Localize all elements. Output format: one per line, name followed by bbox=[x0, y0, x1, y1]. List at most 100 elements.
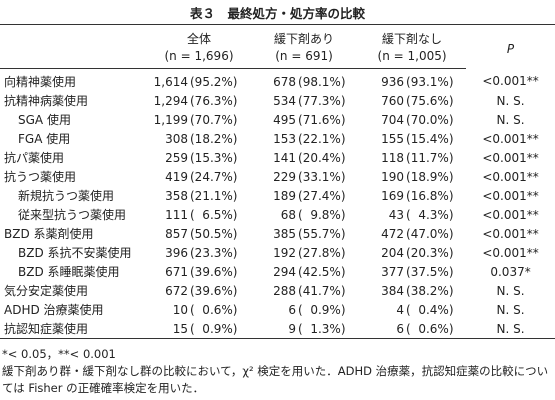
table: 全体 緩下剤あり 緩下剤なし P (n = 1,696) (n = 691) (… bbox=[0, 24, 555, 339]
table-cell: N. S. bbox=[496, 321, 525, 336]
table-cell: ( 0.6%) bbox=[406, 321, 454, 336]
table-cell: (27.8%) bbox=[298, 245, 346, 260]
table-cell: 936 bbox=[381, 74, 405, 89]
table-row: 従来型抗うつ薬使用 111( 6.5%) 68( 9.8%) 43( 4.3%) <0.… bbox=[0, 205, 555, 224]
table-cell: <0.001** bbox=[482, 169, 539, 184]
table-cell: ( 0.9%) bbox=[190, 321, 238, 336]
table-cell: 1,199 bbox=[153, 112, 188, 127]
row-label: 抗認知症薬使用 bbox=[4, 322, 89, 336]
table-cell: 671 bbox=[165, 264, 188, 279]
table-cell: 288 bbox=[273, 283, 297, 298]
table-cell: (70.7%) bbox=[190, 112, 238, 127]
table-row: 抗精神病薬使用 1,294 (76.3%) 534 (77.3%) 760 (75.6%) N… bbox=[0, 91, 555, 110]
table-cell: (18.2%) bbox=[190, 131, 238, 146]
table-cell: (18.9%) bbox=[406, 169, 454, 184]
table-cell: 419 bbox=[165, 169, 188, 184]
table-row: ADHD 治療薬使用 10( 0.6%) 6( 0.9%) 4( 0.4%) N. S. bbox=[0, 300, 555, 319]
table-cell: 10 bbox=[172, 302, 188, 317]
header-cell: 全体 bbox=[187, 32, 212, 46]
table-title: 表３ 最終処方・処方率の比較 bbox=[189, 6, 365, 21]
table-cell: 857 bbox=[165, 226, 188, 241]
footnote: *< 0.05，**< 0.001 bbox=[2, 347, 116, 361]
table-cell: 68 bbox=[280, 207, 297, 222]
table-cell: 155 bbox=[381, 131, 405, 146]
table-cell: 6 bbox=[396, 321, 405, 336]
row-label: 抗うつ薬使用 bbox=[4, 170, 77, 184]
table-row: BZD 系睡眠薬使用 671 (39.6%) 294 (42.5%) 377 (37.5%)… bbox=[0, 262, 555, 281]
table-cell: 672 bbox=[165, 283, 188, 298]
table-body: 向精神薬使用 1,614 (95.2%) 678 (98.1%) 936 (93.1%) <0… bbox=[0, 69, 555, 339]
table-cell: 377 bbox=[381, 264, 405, 279]
table-cell: 385 bbox=[273, 226, 297, 241]
table-cell: <0.001** bbox=[482, 150, 539, 165]
table-row: 抗うつ薬使用 419 (24.7%) 229 (33.1%) 190 (18.9%) <0.0… bbox=[0, 167, 555, 186]
table-cell: 0.037* bbox=[490, 264, 531, 279]
table-cell: (39.6%) bbox=[190, 283, 238, 298]
table-cell: 43 bbox=[388, 207, 405, 222]
table-cell: (24.7%) bbox=[190, 169, 238, 184]
row-label: 抗パ薬使用 bbox=[4, 151, 65, 165]
row-label: BZD 系睡眠薬使用 bbox=[18, 265, 120, 279]
table-cell: (70.0%) bbox=[406, 112, 454, 127]
table-header: 全体 緩下剤あり 緩下剤なし P (n = 1,696) (n = 691) (… bbox=[0, 25, 555, 69]
table-cell: N. S. bbox=[496, 302, 525, 317]
table-cell: 704 bbox=[381, 112, 405, 127]
table-row: 抗認知症薬使用 15( 0.9%) 9( 1.3%) 6( 0.6%) N. S. bbox=[0, 319, 555, 339]
table-cell: 189 bbox=[273, 188, 297, 203]
table-cell: (15.3%) bbox=[190, 150, 238, 165]
table-cell: 9 bbox=[288, 321, 297, 336]
row-label: 抗精神病薬使用 bbox=[4, 94, 89, 108]
table-cell: (75.6%) bbox=[406, 93, 454, 108]
table-cell: ( 0.4%) bbox=[406, 302, 454, 317]
table-cell: (23.3%) bbox=[190, 245, 238, 260]
header-cell: 緩下剤なし bbox=[382, 32, 443, 46]
header-cell: P bbox=[506, 42, 515, 57]
table-cell: 118 bbox=[381, 150, 405, 165]
table-cell: ( 1.3%) bbox=[298, 321, 346, 336]
table-cell: (20.3%) bbox=[406, 245, 454, 260]
table-cell: (42.5%) bbox=[298, 264, 346, 279]
table-cell: (37.5%) bbox=[406, 264, 454, 279]
table-cell: (41.7%) bbox=[298, 283, 346, 298]
table-cell: (33.1%) bbox=[298, 169, 346, 184]
table-row: 気分安定薬使用 672 (39.6%) 288 (41.7%) 384 (38.2%) N. … bbox=[0, 281, 555, 300]
table-cell: 384 bbox=[381, 283, 405, 298]
table-cell: (47.0%) bbox=[406, 226, 454, 241]
table-cell: <0.001** bbox=[482, 188, 539, 203]
table-cell: 169 bbox=[381, 188, 405, 203]
table-cell: N. S. bbox=[496, 93, 525, 108]
header-n: (n = 1,005) bbox=[358, 47, 467, 69]
table-cell: 259 bbox=[165, 150, 188, 165]
table-cell: 678 bbox=[273, 74, 297, 89]
table-cell: 111 bbox=[165, 207, 188, 222]
table-cell: (15.4%) bbox=[406, 131, 454, 146]
table-cell: (38.2%) bbox=[406, 283, 454, 298]
table-cell: (39.6%) bbox=[190, 264, 238, 279]
table-cell: 190 bbox=[381, 169, 405, 184]
row-label: 向精神薬使用 bbox=[4, 75, 77, 89]
table-cell: (95.2%) bbox=[190, 74, 238, 89]
table-cell: (22.1%) bbox=[298, 131, 346, 146]
table-cell: 204 bbox=[381, 245, 405, 260]
table-cell: ( 0.6%) bbox=[190, 302, 238, 317]
table-cell: 308 bbox=[165, 131, 188, 146]
table-row: 抗パ薬使用 259 (15.3%) 141 (20.4%) 118 (11.7%) <0.00… bbox=[0, 148, 555, 167]
table-cell: 495 bbox=[273, 112, 297, 127]
table-cell: 15 bbox=[172, 321, 188, 336]
table-cell: <0.001** bbox=[482, 226, 539, 241]
header-n: (n = 691) bbox=[250, 47, 359, 69]
table-cell: ( 4.3%) bbox=[406, 207, 454, 222]
table-cell: (27.4%) bbox=[298, 188, 346, 203]
table-cell: ( 9.8%) bbox=[298, 207, 346, 222]
row-label: SGA 使用 bbox=[18, 113, 71, 127]
table-cell: <0.001** bbox=[482, 245, 539, 260]
table-cell: 153 bbox=[273, 131, 297, 146]
table-cell: (21.1%) bbox=[190, 188, 238, 203]
header-cell: 緩下剤あり bbox=[274, 32, 335, 46]
row-label: 従来型抗うつ薬使用 bbox=[18, 208, 127, 222]
table-cell: (11.7%) bbox=[406, 150, 454, 165]
table-row: 向精神薬使用 1,614 (95.2%) 678 (98.1%) 936 (93.1%) <0… bbox=[0, 69, 555, 92]
table-cell: <0.001** bbox=[482, 74, 539, 89]
table-cell: 534 bbox=[273, 93, 297, 108]
row-label: BZD 系抗不安薬使用 bbox=[18, 246, 132, 260]
